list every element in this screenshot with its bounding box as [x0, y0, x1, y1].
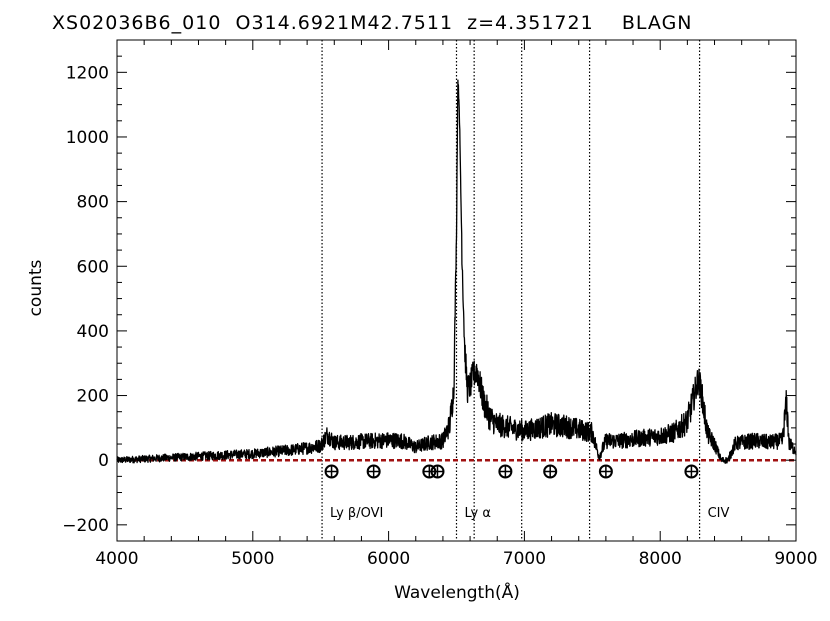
spectrum-line	[116, 79, 797, 464]
y-tick-label: −200	[62, 516, 109, 536]
x-axis-title: Wavelength(Å)	[394, 581, 520, 603]
telluric-marker-icon	[598, 464, 613, 479]
spectral-line-label: Ly β/OVI	[330, 506, 383, 521]
spectrum-series	[116, 79, 797, 464]
x-tick-label: 6000	[367, 549, 410, 569]
y-tick-label: 400	[77, 322, 109, 342]
x-tick-label: 9000	[774, 549, 817, 569]
telluric-marker-icon	[324, 464, 339, 479]
spectral-line-markers	[321, 40, 701, 541]
axis-ticks: 4000 5000 6000 7000 8000 9000 −200 0 200 400 600 80…	[62, 40, 818, 569]
x-tick-label: 5000	[231, 549, 274, 569]
telluric-marker-icon	[684, 464, 699, 479]
telluric-markers	[324, 464, 699, 479]
telluric-marker-icon	[366, 464, 381, 479]
spectral-line-label: Ly α	[465, 506, 491, 521]
y-tick-label: 1200	[66, 63, 109, 83]
spectral-line-labels: Ly β/OVI Ly α CIV	[330, 506, 729, 521]
spectral-line-label: CIV	[708, 506, 730, 521]
y-axis-title: counts	[26, 259, 46, 316]
y-tick-label: 0	[98, 451, 109, 471]
x-tick-label: 7000	[503, 549, 546, 569]
x-tick-label: 8000	[639, 549, 682, 569]
y-tick-label: 600	[77, 257, 109, 277]
telluric-marker-icon	[543, 464, 558, 479]
telluric-marker-icon	[430, 464, 445, 479]
y-tick-label: 800	[77, 193, 109, 213]
telluric-marker-icon	[498, 464, 513, 479]
y-tick-label: 200	[77, 387, 109, 407]
x-tick-label: 4000	[95, 549, 138, 569]
y-tick-label: 1000	[66, 128, 109, 148]
chart-title: XS02036B6_010 O314.6921M42.7511 z=4.3517…	[52, 12, 693, 34]
